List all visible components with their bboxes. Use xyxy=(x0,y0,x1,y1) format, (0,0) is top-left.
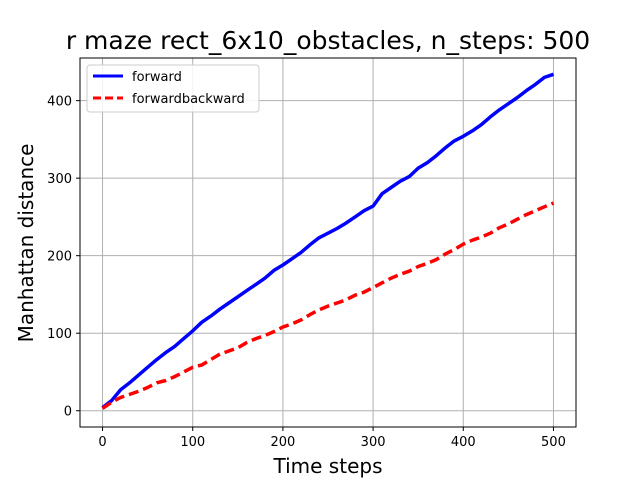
y-tick-label: 100 xyxy=(47,327,72,342)
legend-forward-label: forward xyxy=(132,70,182,85)
y-axis-label: Manhattan distance xyxy=(14,144,38,343)
y-tick-label: 400 xyxy=(47,95,72,110)
x-tick-label: 200 xyxy=(270,435,295,450)
legend: forward forwardbackward xyxy=(86,64,260,113)
plot-frame xyxy=(79,57,577,428)
x-tick-label: 400 xyxy=(451,435,476,450)
y-tick-label: 0 xyxy=(64,405,72,420)
legend-box xyxy=(86,64,260,113)
y-tick-label: 300 xyxy=(47,172,72,187)
legend-forwardbackward-label: forwardbackward xyxy=(132,92,245,107)
x-axis-label: Time steps xyxy=(273,454,383,478)
series-line-forwardbackward xyxy=(101,201,555,410)
grid xyxy=(80,58,576,427)
x-tick-label: 500 xyxy=(541,435,566,450)
x-tick-label: 300 xyxy=(361,435,386,450)
chart-title: r maze rect_6x10_obstacles, n_steps: 500 xyxy=(66,26,590,55)
series-line-forward xyxy=(101,72,555,409)
plot-series xyxy=(101,72,555,410)
y-tick-label: 200 xyxy=(47,250,72,265)
x-tick-label: 100 xyxy=(180,435,205,450)
x-tick-label: 0 xyxy=(98,435,106,450)
axis-ticks: 0 100 200 300 400 500 0 100 200 300 400 xyxy=(47,95,566,450)
